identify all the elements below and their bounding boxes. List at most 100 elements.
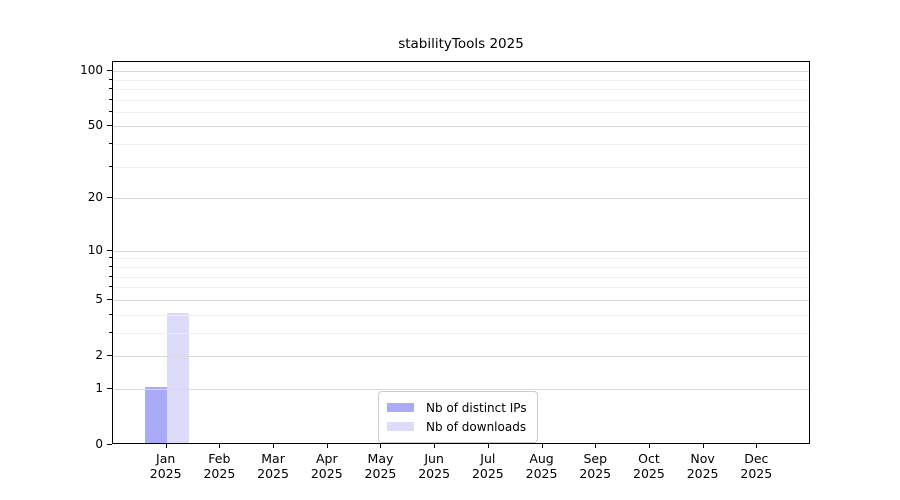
gridline-minor bbox=[113, 144, 809, 146]
y-minor-tick-mark bbox=[109, 165, 112, 167]
x-tick-year: 2025 bbox=[525, 466, 558, 481]
x-tick-label: Dec 2025 bbox=[729, 451, 783, 481]
gridline-major bbox=[113, 355, 809, 357]
x-tick-year: 2025 bbox=[364, 466, 397, 481]
y-minor-tick-mark bbox=[109, 331, 112, 333]
y-tick-mark bbox=[107, 70, 112, 72]
x-tick-month: Sep bbox=[583, 451, 607, 466]
x-tick-label: Jun 2025 bbox=[407, 451, 461, 481]
x-tick-label: Nov 2025 bbox=[676, 451, 730, 481]
x-tick-label: May 2025 bbox=[353, 451, 407, 481]
legend-swatch bbox=[387, 422, 414, 431]
y-minor-tick-mark bbox=[109, 143, 112, 145]
x-tick-label: Mar 2025 bbox=[246, 451, 300, 481]
x-tick-year: 2025 bbox=[203, 466, 236, 481]
y-tick-label: 50 bbox=[87, 118, 103, 133]
legend-entry: Nb of downloads bbox=[387, 417, 527, 436]
gridline-minor bbox=[113, 79, 809, 81]
x-tick-year: 2025 bbox=[579, 466, 612, 481]
y-minor-tick-mark bbox=[109, 257, 112, 259]
y-minor-tick-mark bbox=[109, 98, 112, 100]
x-tick-mark bbox=[702, 444, 704, 448]
x-tick-mark bbox=[219, 444, 221, 448]
x-tick-year: 2025 bbox=[418, 466, 451, 481]
x-tick-mark bbox=[595, 444, 597, 448]
gridline-major bbox=[113, 299, 809, 301]
x-tick-year: 2025 bbox=[149, 466, 182, 481]
x-tick-mark bbox=[434, 444, 436, 448]
gridline-major bbox=[113, 71, 809, 73]
x-tick-month: Jul bbox=[480, 451, 496, 466]
x-tick-label: Sep 2025 bbox=[568, 451, 622, 481]
y-tick-label: 2 bbox=[95, 347, 103, 362]
y-tick-label: 1 bbox=[95, 380, 103, 395]
x-tick-month: Mar bbox=[261, 451, 285, 466]
x-tick-year: 2025 bbox=[471, 466, 504, 481]
gridline-minor bbox=[113, 314, 809, 316]
x-tick-mark bbox=[541, 444, 543, 448]
x-tick-label: Apr 2025 bbox=[300, 451, 354, 481]
y-minor-tick-mark bbox=[109, 87, 112, 89]
gridline-minor bbox=[113, 332, 809, 334]
x-tick-month: Feb bbox=[208, 451, 231, 466]
gridline-major bbox=[113, 126, 809, 128]
x-tick-month: Dec bbox=[744, 451, 769, 466]
gridline-minor bbox=[113, 258, 809, 260]
legend: Nb of distinct IPs Nb of downloads bbox=[378, 391, 538, 443]
y-minor-tick-mark bbox=[109, 78, 112, 80]
gridline-minor bbox=[113, 276, 809, 278]
y-minor-tick-mark bbox=[109, 286, 112, 288]
y-tick-mark bbox=[107, 249, 112, 251]
y-minor-tick-mark bbox=[109, 110, 112, 112]
gridline-minor bbox=[113, 99, 809, 101]
x-tick-month: May bbox=[367, 451, 394, 466]
y-tick-mark bbox=[107, 387, 112, 389]
x-tick-year: 2025 bbox=[740, 466, 773, 481]
y-tick-label: 20 bbox=[87, 190, 103, 205]
x-tick-year: 2025 bbox=[310, 466, 343, 481]
y-tick-label: 10 bbox=[87, 242, 103, 257]
x-tick-month: Jan bbox=[156, 451, 176, 466]
y-tick-mark bbox=[107, 125, 112, 127]
y-minor-tick-mark bbox=[109, 265, 112, 267]
y-tick-label: 5 bbox=[95, 291, 103, 306]
x-tick-year: 2025 bbox=[633, 466, 665, 481]
legend-label: Nb of downloads bbox=[426, 419, 527, 434]
chart-title: stabilityTools 2025 bbox=[398, 36, 524, 52]
x-tick-label: Jul 2025 bbox=[461, 451, 515, 481]
gridline-major bbox=[113, 388, 809, 390]
y-tick-mark bbox=[107, 444, 112, 445]
legend-entry: Nb of distinct IPs bbox=[387, 398, 527, 417]
x-tick-month: Jun bbox=[424, 451, 444, 466]
x-tick-mark bbox=[165, 444, 167, 448]
gridline-major bbox=[113, 250, 809, 252]
bar bbox=[166, 312, 189, 443]
y-tick-mark bbox=[107, 197, 112, 199]
x-tick-label: Feb 2025 bbox=[192, 451, 246, 481]
legend-swatch bbox=[387, 403, 414, 412]
x-tick-month: Oct bbox=[638, 451, 660, 466]
gridline-minor bbox=[113, 287, 809, 289]
y-tick-label: 0 bbox=[95, 437, 103, 451]
x-tick-mark bbox=[380, 444, 382, 448]
legend-label: Nb of distinct IPs bbox=[426, 400, 527, 415]
bar bbox=[144, 386, 167, 443]
x-tick-mark bbox=[326, 444, 328, 448]
x-tick-label: Jan 2025 bbox=[139, 451, 193, 481]
x-tick-label: Aug 2025 bbox=[515, 451, 569, 481]
gridline-minor bbox=[113, 166, 809, 168]
y-minor-tick-mark bbox=[109, 275, 112, 277]
y-tick-mark bbox=[107, 354, 112, 356]
x-tick-mark bbox=[487, 444, 489, 448]
y-tick-mark bbox=[107, 298, 112, 300]
gridline-major bbox=[113, 198, 809, 200]
x-tick-month: Nov bbox=[690, 451, 715, 466]
y-tick-label: 100 bbox=[80, 63, 103, 78]
x-tick-year: 2025 bbox=[257, 466, 289, 481]
gridline-minor bbox=[113, 88, 809, 90]
gridline-minor bbox=[113, 266, 809, 268]
x-tick-month: Apr bbox=[315, 451, 338, 466]
y-minor-tick-mark bbox=[109, 313, 112, 315]
x-tick-mark bbox=[756, 444, 758, 448]
